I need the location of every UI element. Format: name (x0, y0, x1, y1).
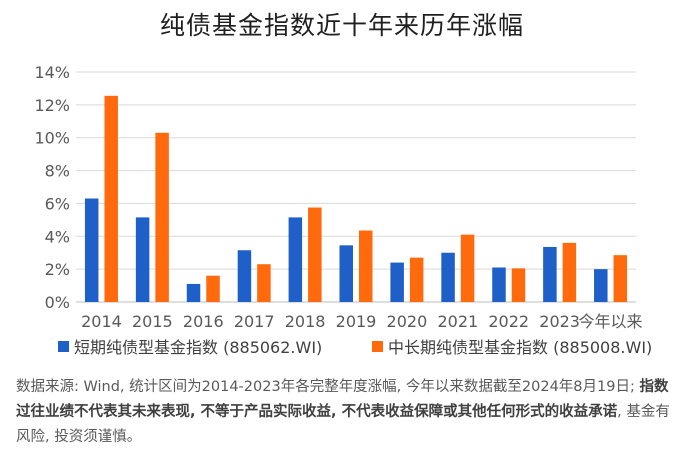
y-tick-label: 12% (34, 96, 70, 115)
bar-mid-long-term (359, 230, 373, 302)
y-tick-label: 10% (34, 129, 70, 148)
legend: 短期纯债型基金指数 (885062.WI) 中长期纯债型基金指数 (885008.… (58, 338, 652, 357)
y-tick-label: 2% (45, 260, 70, 279)
y-tick-label: 0% (45, 293, 70, 312)
gridlines (76, 71, 636, 303)
bar-mid-long-term (409, 257, 424, 302)
x-tick-label: 2015 (132, 312, 173, 331)
bar-chart: 0% 2% 4% 6% 8% 10% 12% 14% 2014 2015 2016 2017 2018… (34, 63, 652, 357)
y-axis-ticks: 0% 2% 4% 6% 8% 10% 12% 14% (34, 63, 70, 312)
footnote-risk: , 基金有风险, 投资须谨慎。 (16, 404, 670, 445)
bar-mid-long-term (206, 275, 220, 302)
bar-short-term (237, 250, 252, 302)
footnote: 数据来源: Wind, 统计区间为2014-2023年各完整年度涨幅, 今年以来… (16, 375, 672, 450)
legend-label: 短期纯债型基金指数 (885062.WI) (74, 338, 322, 357)
bar-mid-long-term (562, 242, 577, 302)
bar-mid-long-term (308, 207, 322, 302)
x-tick-label: 2022 (488, 312, 529, 331)
bar-mid-long-term (104, 95, 118, 302)
bar-short-term (288, 217, 303, 302)
x-tick-label: 2016 (183, 312, 224, 331)
bars (84, 95, 628, 302)
bar-mid-long-term (155, 132, 169, 302)
x-tick-label: 2023 (539, 312, 580, 331)
bar-short-term (186, 283, 201, 302)
bar-short-term (594, 269, 608, 302)
bar-short-term (339, 245, 353, 302)
bar-short-term (441, 252, 455, 302)
bar-short-term (390, 262, 404, 302)
x-tick-label: 2017 (234, 312, 275, 331)
footnote-source: 数据来源: Wind, 统计区间为2014-2023年各完整年度涨幅, 今年以来… (16, 379, 640, 395)
legend-label: 中长期纯债型基金指数 (885008.WI) (388, 338, 652, 357)
x-tick-label: 2020 (387, 312, 428, 331)
y-tick-label: 8% (45, 162, 70, 181)
bar-mid-long-term (613, 255, 628, 302)
y-tick-label: 6% (45, 194, 70, 213)
bar-short-term (135, 217, 150, 302)
x-tick-label: 2019 (336, 312, 377, 331)
bar-short-term (543, 246, 557, 302)
chart-title: 纯债基金指数近十年来历年涨幅 (159, 11, 524, 40)
x-tick-label: 2014 (81, 312, 122, 331)
legend-swatch (58, 341, 69, 352)
x-axis-ticks: 2014 2015 2016 2017 2018 2019 2020 2021 2022 2023… (81, 312, 642, 331)
bar-mid-long-term (460, 234, 475, 302)
x-tick-label: 2018 (285, 312, 326, 331)
bar-mid-long-term (257, 264, 271, 302)
y-tick-label: 4% (45, 227, 70, 246)
y-tick-label: 14% (34, 63, 70, 82)
bar-short-term (84, 198, 99, 302)
bar-short-term (492, 267, 506, 302)
footnote-disclaimer: 指数过往业绩不代表其未来表现, 不等于产品实际收益, 不代表收益保障或其他任何形… (16, 379, 669, 420)
x-tick-label: 今年以来 (579, 312, 643, 331)
x-tick-label: 2021 (437, 312, 478, 331)
legend-swatch (372, 341, 383, 352)
bar-mid-long-term (511, 268, 526, 302)
